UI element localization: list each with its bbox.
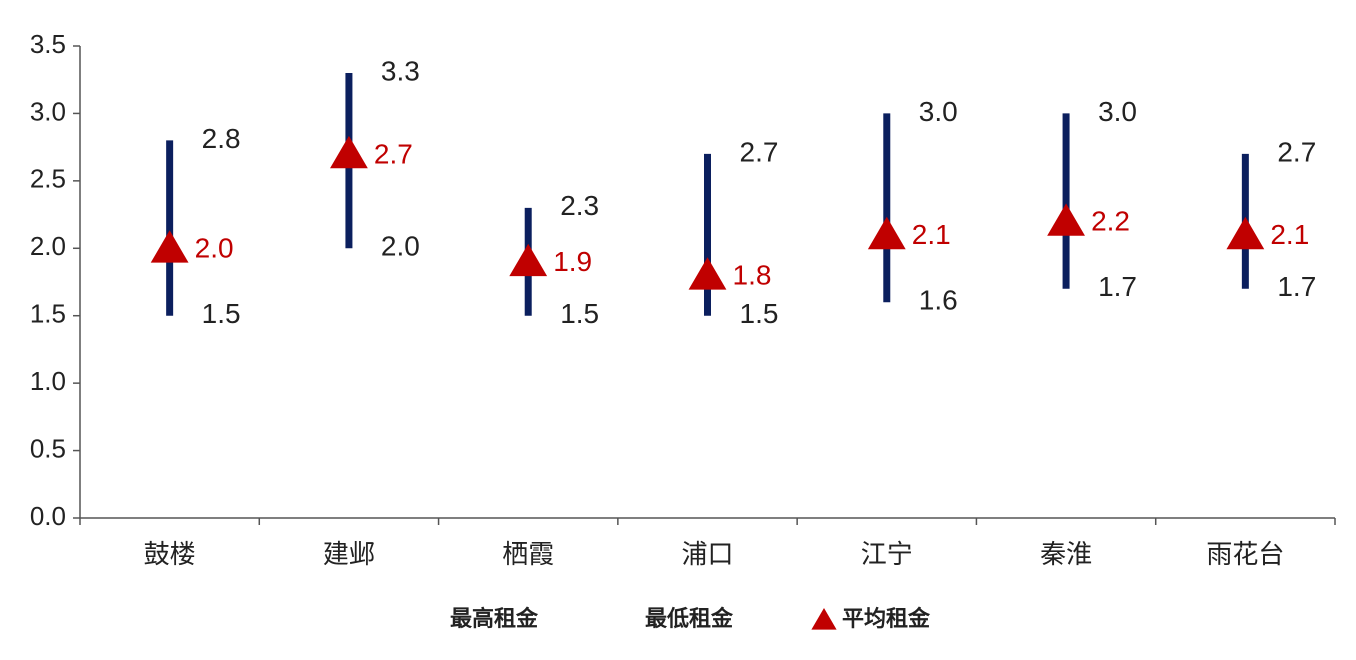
low-label: 1.5	[560, 298, 599, 329]
legend-label: 最高租金	[450, 606, 539, 631]
legend-label: 最低租金	[645, 606, 734, 631]
y-tick-label: 3.0	[30, 96, 66, 126]
x-tick-label: 鼓楼	[144, 539, 196, 569]
x-tick-label: 江宁	[861, 539, 913, 569]
high-label: 3.0	[919, 96, 958, 127]
legend-marker	[811, 608, 837, 630]
average-marker	[867, 216, 906, 250]
high-label: 3.0	[1098, 96, 1137, 127]
x-tick-label: 栖霞	[502, 539, 554, 569]
low-label: 1.5	[740, 298, 779, 329]
average-label: 2.1	[1270, 219, 1309, 250]
y-tick-label: 3.5	[30, 29, 66, 59]
y-tick-label: 1.5	[30, 299, 66, 329]
y-tick-label: 1.0	[30, 366, 66, 396]
y-tick-label: 2.0	[30, 231, 66, 261]
x-tick-label: 雨花台	[1206, 539, 1284, 569]
average-label: 2.2	[1091, 206, 1130, 237]
average-label: 1.9	[553, 246, 592, 277]
average-marker	[330, 135, 368, 169]
y-tick-label: 2.5	[30, 164, 66, 194]
high-label: 2.7	[740, 136, 779, 167]
average-label: 2.0	[195, 233, 234, 264]
average-marker	[509, 243, 548, 277]
average-marker	[1226, 216, 1265, 250]
y-tick-label: 0.0	[30, 501, 66, 531]
average-label: 1.8	[733, 260, 772, 291]
average-label: 2.7	[374, 138, 413, 169]
average-marker	[688, 257, 727, 290]
high-label: 2.3	[560, 190, 599, 221]
high-label: 2.7	[1277, 136, 1316, 167]
high-label: 3.3	[381, 55, 420, 86]
average-marker	[150, 230, 189, 263]
legend-label: 平均租金	[842, 606, 931, 631]
x-tick-label: 秦淮	[1040, 539, 1092, 569]
average-marker	[1047, 203, 1085, 236]
y-tick-label: 0.5	[30, 433, 66, 463]
low-label: 1.7	[1098, 271, 1137, 302]
low-label: 1.7	[1277, 271, 1316, 302]
x-tick-label: 建邺	[323, 539, 375, 569]
x-tick-label: 浦口	[681, 539, 733, 569]
average-label: 2.1	[912, 219, 951, 250]
high-label: 2.8	[202, 123, 241, 154]
low-label: 1.6	[919, 285, 958, 316]
low-label: 2.0	[381, 231, 420, 262]
low-label: 1.5	[202, 298, 241, 329]
